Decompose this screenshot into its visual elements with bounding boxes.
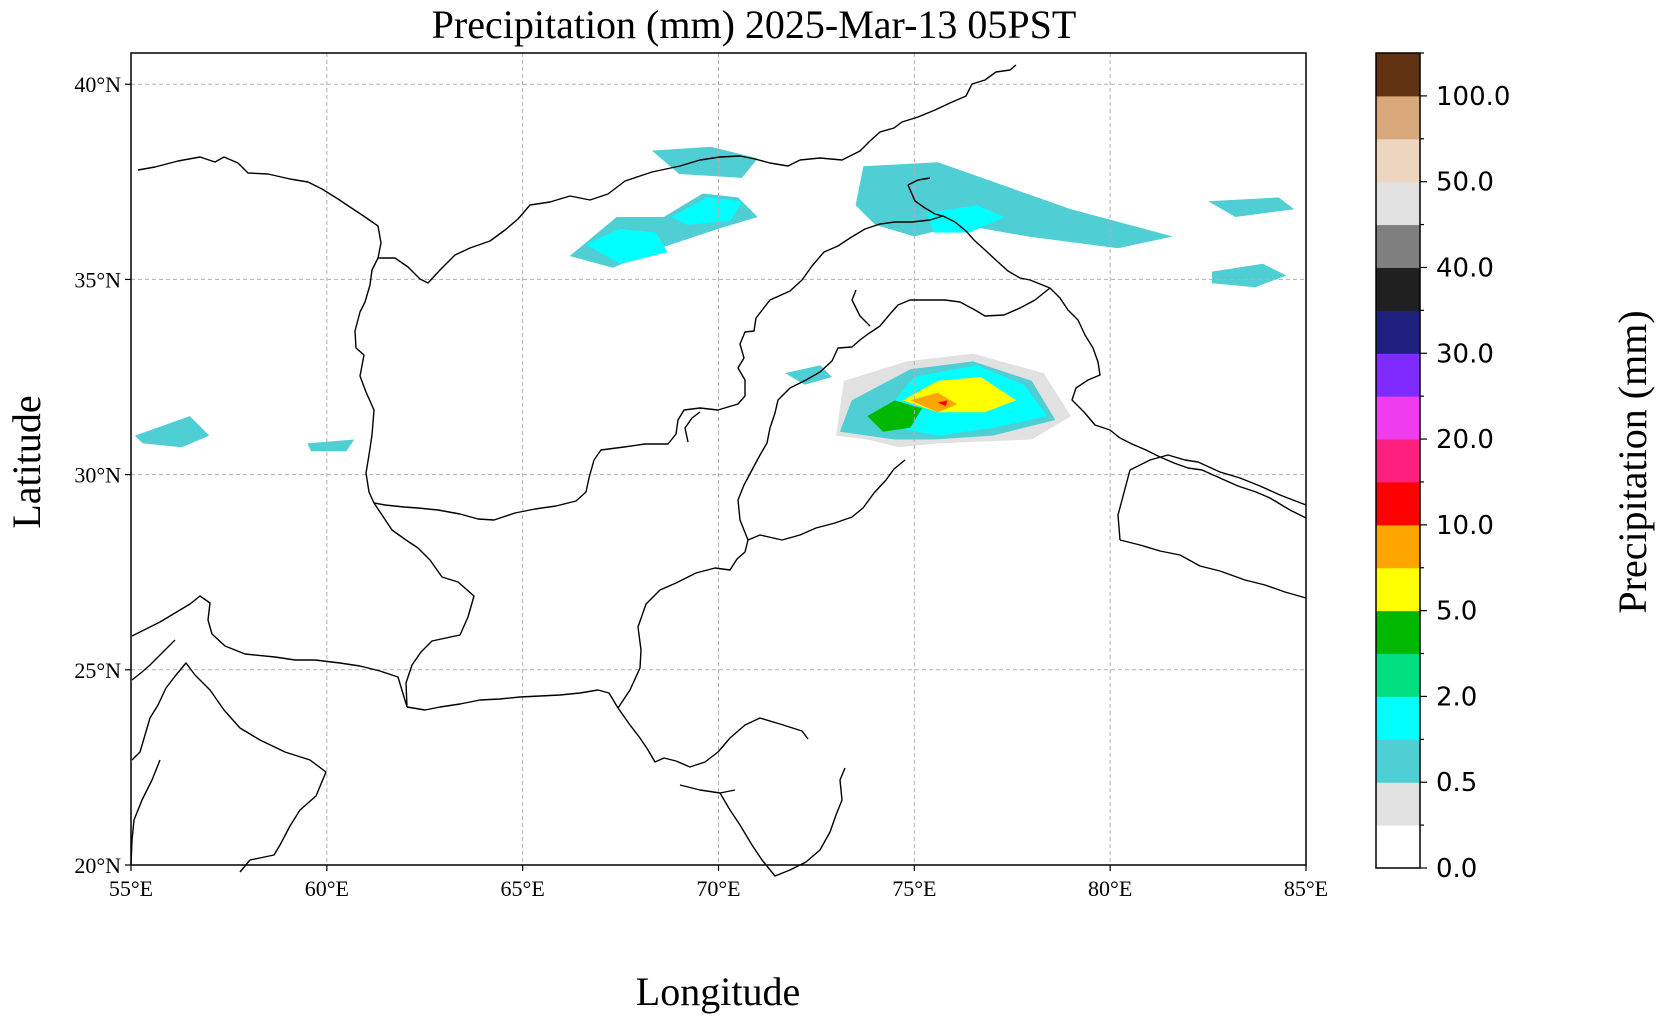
x-tick-label: 85°E (1284, 876, 1328, 901)
colorbar-tick-label: 5.0 (1436, 597, 1477, 627)
x-tick-label: 65°E (501, 876, 545, 901)
colorbar-segment (1376, 267, 1420, 311)
x-tick-label: 60°E (305, 876, 349, 901)
precip-region (926, 205, 1005, 233)
x-axis-label: Longitude (636, 969, 800, 1014)
colorbar-segment (1376, 310, 1420, 354)
colorbar-tick-label: 30.0 (1436, 339, 1494, 369)
colorbar-segment (1376, 481, 1420, 526)
colorbar-segment (1376, 567, 1420, 612)
colorbar-segment (1376, 653, 1420, 697)
x-tick-label: 70°E (696, 876, 740, 901)
colorbar-segment (1376, 95, 1420, 140)
colorbar-segment (1376, 353, 1420, 397)
colorbar-tick-label: 0.0 (1436, 854, 1477, 884)
colorbar-tick-label: 2.0 (1436, 682, 1477, 712)
precip-region (651, 146, 758, 178)
x-tick-label: 80°E (1088, 876, 1132, 901)
y-tick-label: 20°N (74, 853, 121, 878)
y-axis: 20°N 25°N 30°N 35°N 40°N (74, 72, 131, 878)
colorbar-segment (1376, 224, 1420, 268)
colorbar-tick-label: 100.0 (1436, 82, 1510, 112)
colorbar-tick-label: 50.0 (1436, 168, 1494, 198)
precip-region (855, 162, 1173, 249)
colorbar-segment (1376, 524, 1420, 569)
country-borders (130, 64, 1307, 877)
colorbar-segment (1376, 439, 1420, 483)
y-tick-label: 25°N (74, 658, 121, 683)
x-axis: 55°E 60°E 65°E 70°E 75°E 80°E 85°E (109, 865, 1328, 901)
y-tick-label: 35°N (74, 267, 121, 292)
colorbar-tick-label: 0.5 (1436, 768, 1477, 798)
precip-region (1208, 197, 1295, 217)
precip-region (671, 197, 742, 225)
colorbar-segment (1376, 138, 1420, 183)
colorbar-tick-label: 10.0 (1436, 511, 1494, 541)
precip-region (910, 392, 958, 413)
gridlines (131, 53, 1306, 865)
colorbar-segment (1376, 396, 1420, 440)
colorbar-segment (1376, 782, 1420, 826)
colorbar-tick-label: 40.0 (1436, 253, 1494, 283)
y-tick-label: 40°N (74, 72, 121, 97)
precip-region (134, 416, 210, 448)
colorbar: 0.0 0.5 2.0 5.0 10.0 20.0 30.0 40.0 50.0 100.0 (1375, 52, 1510, 884)
precip-region (307, 439, 355, 452)
colorbar-segment (1376, 696, 1420, 740)
colorbar-segment (1376, 53, 1420, 97)
colorbar-segment (1376, 739, 1420, 783)
colorbar-frame (1375, 52, 1421, 869)
precip-region (1212, 263, 1287, 288)
x-tick-label: 75°E (892, 876, 936, 901)
precip-region (937, 400, 948, 407)
colorbar-segment (1376, 181, 1420, 226)
map-title: Precipitation (mm) 2025-Mar-13 05PST (432, 2, 1077, 47)
precip-region (785, 365, 833, 385)
colorbar-label: Precipitation (mm) (1610, 310, 1655, 613)
x-tick-label: 55°E (109, 876, 153, 901)
y-axis-label: Latitude (4, 395, 49, 528)
precip-region (867, 400, 923, 432)
colorbar-segment (1376, 610, 1420, 655)
precip-region (585, 228, 668, 264)
y-tick-label: 30°N (74, 463, 121, 488)
colorbar-tick-label: 20.0 (1436, 425, 1494, 455)
colorbar-segment (1376, 825, 1420, 869)
precipitation-field (134, 146, 1295, 452)
